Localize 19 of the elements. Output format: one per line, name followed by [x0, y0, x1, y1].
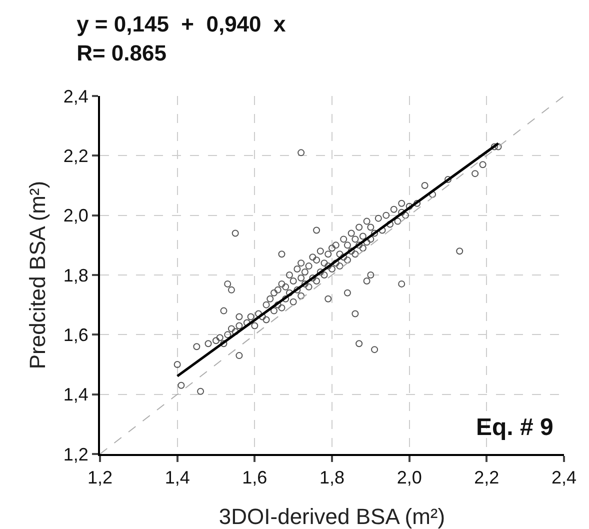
x-axis-title: 3DOI-derived BSA (m²) — [218, 504, 446, 529]
chart-subtitle: R= 0.865 — [76, 40, 166, 66]
x-tick-label: 1,2 — [87, 468, 113, 488]
x-tick-label: 1,8 — [319, 468, 345, 488]
y-tick-label: 1,2 — [63, 444, 88, 464]
y-tick-label: 1,4 — [63, 384, 88, 405]
x-tick-label: 2,0 — [396, 468, 422, 488]
y-tick-label: 2,2 — [63, 146, 88, 166]
y-axis-title: Predcited BSA (m²) — [25, 180, 50, 370]
y-tick-label: 2,4 — [63, 86, 88, 106]
y-tick-label: 2,0 — [63, 206, 88, 226]
x-tick-label: 1,4 — [164, 468, 190, 488]
chart-title: y = 0,145 + 0,940 x — [76, 12, 287, 37]
x-tick-label: 2,4 — [551, 468, 577, 488]
y-tick-label: 1,8 — [63, 265, 88, 286]
x-tick-label: 1,6 — [242, 468, 268, 488]
annotation: Eq. # 9 — [476, 414, 554, 441]
x-tick-label: 2,2 — [474, 468, 500, 488]
y-tick-label: 1,6 — [63, 324, 88, 345]
